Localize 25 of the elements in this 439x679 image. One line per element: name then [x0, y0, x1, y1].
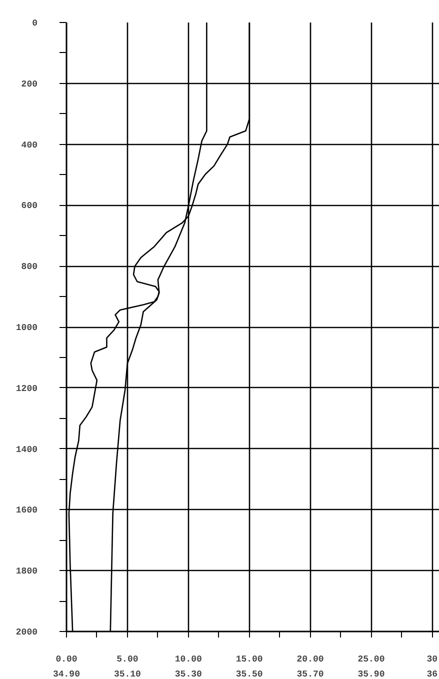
y-tick-label: 2000 — [16, 628, 38, 638]
y-tick-label: 1000 — [16, 323, 38, 333]
y-tick-label: 400 — [21, 140, 38, 150]
y-tick-label: 200 — [21, 79, 38, 90]
x2-tick-label: 35.50 — [236, 670, 263, 679]
x-tick-label: 20.00 — [296, 654, 324, 664]
y-tick-label: 1200 — [16, 384, 38, 394]
x2-tick-label: 35.70 — [296, 670, 324, 679]
y-tick-label: 1800 — [16, 566, 38, 577]
x2-tick-label: 34.90 — [53, 670, 80, 679]
x-tick-label: 25.00 — [358, 654, 385, 664]
x-tick-label: 5.00 — [116, 654, 138, 664]
x-tick-label: 15.00 — [236, 654, 263, 664]
x2-tick-label: 36 — [426, 670, 438, 679]
x2-tick-label: 35.10 — [114, 670, 141, 679]
x2-tick-label: 35.90 — [358, 670, 385, 679]
y-tick-label: 600 — [21, 201, 38, 212]
x-tick-label: 0.00 — [56, 654, 78, 664]
x2-tick-label: 35.30 — [174, 670, 202, 679]
x-tick-label: 30 — [426, 654, 438, 664]
y-tick-label: 1400 — [16, 444, 38, 455]
y-tick-label: 800 — [21, 262, 38, 272]
y-tick-label: 1600 — [16, 506, 38, 516]
x-tick-label: 10.00 — [174, 654, 202, 664]
y-tick-label: 0 — [32, 18, 38, 28]
